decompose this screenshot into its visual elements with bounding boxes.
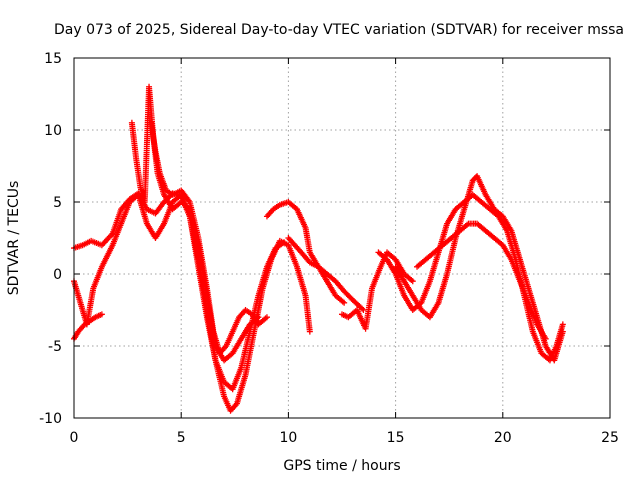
axis-ticks: 0 5 10 15 20 25 -10 -5 0 5 10 15 bbox=[39, 51, 619, 446]
data-point bbox=[360, 307, 367, 313]
y-tick-label: 15 bbox=[44, 51, 62, 67]
y-tick-label: 0 bbox=[53, 267, 62, 283]
data-point bbox=[409, 278, 416, 285]
data-point bbox=[281, 239, 288, 246]
y-tick-label: 10 bbox=[44, 123, 62, 139]
x-tick-label: 5 bbox=[177, 430, 186, 446]
y-axis-label: SDTVAR / TECUs bbox=[6, 181, 22, 296]
data-point bbox=[559, 328, 566, 335]
y-tick-label: 5 bbox=[53, 195, 62, 211]
x-tick-label: 20 bbox=[494, 430, 512, 446]
y-tick-label: -10 bbox=[39, 411, 62, 427]
x-tick-label: 10 bbox=[279, 430, 297, 446]
data-point bbox=[306, 328, 313, 335]
y-tick-label: -5 bbox=[48, 339, 62, 355]
data-points bbox=[71, 83, 566, 414]
data-point bbox=[559, 321, 566, 328]
x-tick-label: 0 bbox=[70, 430, 79, 446]
x-axis-label: GPS time / hours bbox=[283, 458, 400, 474]
data-point bbox=[341, 299, 348, 306]
data-point bbox=[263, 314, 270, 321]
data-point bbox=[542, 335, 549, 342]
x-tick-label: 15 bbox=[387, 430, 405, 446]
chart-title: Day 073 of 2025, Sidereal Day-to-day VTE… bbox=[54, 22, 624, 38]
plot-frame bbox=[73, 57, 611, 419]
x-tick-label: 25 bbox=[601, 430, 619, 446]
data-point bbox=[98, 311, 105, 318]
data-point bbox=[359, 305, 366, 312]
